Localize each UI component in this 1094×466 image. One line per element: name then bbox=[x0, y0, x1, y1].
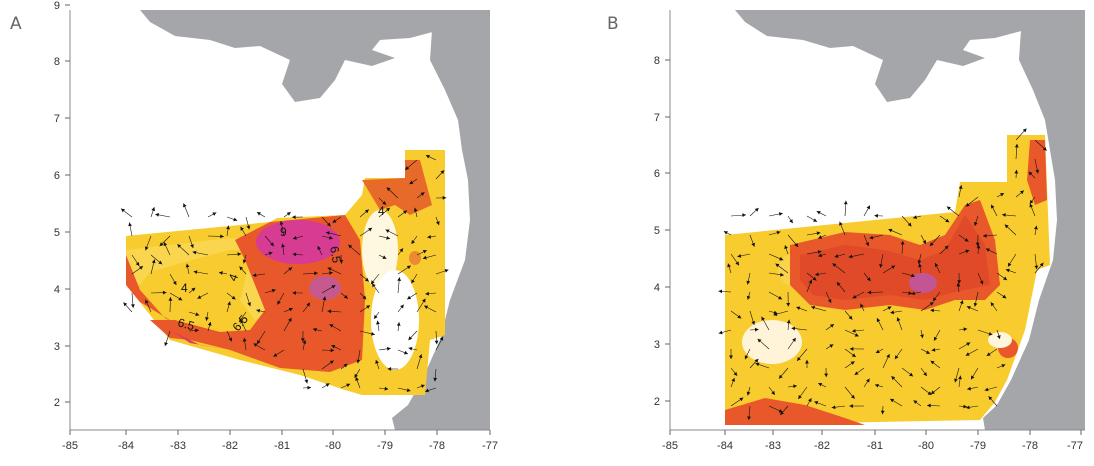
x-tick-label: -85 bbox=[62, 440, 78, 452]
map-panel-b: B -85 -84 -83 -82 -81 bbox=[545, 0, 1085, 461]
x-tick-label: -79 bbox=[377, 440, 393, 452]
x-tick-label: -82 bbox=[814, 440, 830, 452]
x-tick-label: -79 bbox=[970, 440, 986, 452]
contour-label: 9 bbox=[280, 225, 287, 239]
x-tick-label: -81 bbox=[867, 440, 883, 452]
y-tick-label: 7 bbox=[54, 113, 60, 125]
x-tick-label: -84 bbox=[717, 440, 733, 452]
y-tick-label: 5 bbox=[654, 225, 660, 237]
y-ticks-a: 9 8 7 6 5 4 3 2 bbox=[54, 0, 70, 409]
y-ticks-b: 8 7 6 5 4 3 2 bbox=[654, 55, 670, 408]
panel-label: A bbox=[10, 14, 22, 34]
y-tick-label: 9 bbox=[54, 0, 60, 12]
x-tick-label: -82 bbox=[222, 440, 238, 452]
y-tick-label: 8 bbox=[654, 55, 660, 67]
y-tick-label: 5 bbox=[54, 227, 60, 239]
y-tick-label: 3 bbox=[54, 341, 60, 353]
x-tick-label: -77 bbox=[482, 440, 498, 452]
y-tick-label: 6 bbox=[654, 168, 660, 180]
y-tick-label: 8 bbox=[54, 56, 60, 68]
y-tick-label: 4 bbox=[654, 282, 660, 294]
y-tick-label: 2 bbox=[54, 397, 60, 409]
x-tick-label: -85 bbox=[662, 440, 678, 452]
x-tick-label: -80 bbox=[325, 440, 341, 452]
map-a-svg: 9 6.5 4 4 4 6.5 6.5 -85 -84 -83 -82 -81 … bbox=[0, 0, 540, 461]
y-tick-label: 2 bbox=[654, 396, 660, 408]
y-tick-label: 7 bbox=[654, 112, 660, 124]
x-tick-label: -84 bbox=[118, 440, 134, 452]
x-tick-label: -77 bbox=[1067, 440, 1083, 452]
map-panel-a: A bbox=[0, 0, 540, 461]
x-tick-label: -81 bbox=[274, 440, 290, 452]
x-tick-label: -83 bbox=[170, 440, 186, 452]
x-tick-label: -78 bbox=[429, 440, 445, 452]
contour-label: 4 bbox=[378, 204, 385, 218]
contour-label: 4 bbox=[181, 281, 188, 295]
contour-label: 6.5 bbox=[327, 245, 344, 264]
map-b-svg: -85 -84 -83 -82 -81 -80 -79 -78 -77 8 7 … bbox=[545, 0, 1085, 461]
x-tick-label: -83 bbox=[765, 440, 781, 452]
y-tick-label: 6 bbox=[54, 170, 60, 182]
x-tick-label: -80 bbox=[918, 440, 934, 452]
panel-label: B bbox=[607, 14, 619, 34]
x-tick-label: -78 bbox=[1022, 440, 1038, 452]
x-ticks-a: -85 -84 -83 -82 -81 -80 -79 -78 -77 bbox=[62, 430, 498, 452]
y-tick-label: 3 bbox=[654, 339, 660, 351]
y-tick-label: 4 bbox=[54, 284, 60, 296]
x-ticks-b: -85 -84 -83 -82 -81 -80 -79 -78 -77 bbox=[662, 430, 1083, 452]
